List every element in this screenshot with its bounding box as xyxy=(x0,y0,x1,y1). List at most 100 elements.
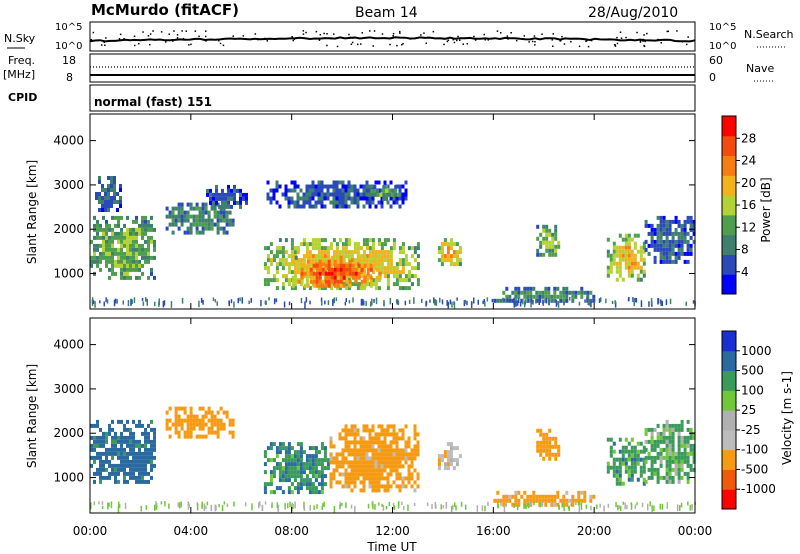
heatmap-cell xyxy=(389,484,393,489)
heatmap-cell xyxy=(636,457,640,462)
heatmap-cell xyxy=(296,246,300,251)
heatmap-cell xyxy=(320,486,324,491)
heatmap-cell xyxy=(347,484,351,489)
heatmap-cell xyxy=(554,444,558,449)
heatmap-cell xyxy=(541,501,544,506)
noise-point xyxy=(188,44,190,46)
heatmap-cell xyxy=(668,247,672,252)
heatmap-cell xyxy=(129,235,132,240)
heatmap-cell xyxy=(677,475,681,480)
heatmap-cell xyxy=(300,275,304,280)
heatmap-cell xyxy=(141,255,144,260)
noise-point xyxy=(620,37,623,39)
heatmap-cell xyxy=(383,476,387,481)
heatmap-cell xyxy=(266,258,270,263)
heatmap-cell xyxy=(105,231,108,236)
heatmap-cell xyxy=(113,192,116,196)
heatmap-cell xyxy=(371,184,375,189)
heatmap-cell xyxy=(335,188,339,193)
heatmap-cell xyxy=(647,467,651,472)
heatmap-cell xyxy=(639,277,643,282)
heatmap-cell xyxy=(421,298,423,303)
heatmap-cell xyxy=(514,494,518,499)
heatmap-cell xyxy=(296,454,300,459)
heatmap-cell xyxy=(386,238,390,243)
heatmap-cell xyxy=(123,243,126,248)
heatmap-cell xyxy=(308,454,312,459)
heatmap-cell xyxy=(547,290,551,295)
heatmap-cell xyxy=(147,219,150,224)
heatmap-cell xyxy=(117,505,120,513)
heatmap-cell xyxy=(114,479,117,484)
heatmap-cell xyxy=(123,435,126,440)
heatmap-cell xyxy=(153,227,156,232)
heatmap-cell xyxy=(353,282,357,287)
heatmap-cell xyxy=(305,478,309,483)
heatmap-cell xyxy=(365,196,369,201)
heatmap-cell xyxy=(395,468,399,473)
heatmap-patch xyxy=(291,255,382,288)
heatmap-cell xyxy=(359,452,363,457)
heatmap-cell xyxy=(326,466,330,471)
heatmap-cell xyxy=(293,262,297,267)
heatmap-cell xyxy=(359,192,363,197)
heatmap-cell xyxy=(239,188,242,193)
heatmap-cell xyxy=(287,196,291,201)
noise-right-tick-top: 10^5 xyxy=(709,22,736,33)
heatmap-cell xyxy=(293,246,297,251)
heatmap-cell xyxy=(668,259,672,264)
heatmap-cell xyxy=(314,254,318,259)
heatmap-cell xyxy=(656,247,660,252)
heatmap-cell xyxy=(222,422,226,427)
heatmap-cell xyxy=(269,446,273,451)
heatmap-cell xyxy=(314,450,318,455)
heatmap-cell xyxy=(218,192,221,197)
heatmap-cell xyxy=(336,283,340,288)
heatmap-cell xyxy=(345,267,349,272)
heatmap-cell xyxy=(680,463,684,468)
heatmap-cell xyxy=(263,486,267,491)
heatmap-cell xyxy=(523,502,525,510)
heatmap-cell xyxy=(359,468,363,473)
heatmap-cell xyxy=(263,246,267,251)
heatmap-cell xyxy=(233,200,236,205)
heatmap-cell xyxy=(548,452,552,457)
heatmap-cell xyxy=(218,196,221,201)
heatmap-cell xyxy=(539,501,542,508)
heatmap-cell xyxy=(147,423,150,428)
heatmap-cell xyxy=(416,444,420,449)
heatmap-cell xyxy=(215,196,218,201)
heatmap-cell xyxy=(371,448,375,453)
heatmap-cell xyxy=(526,297,528,302)
colorbar-tick-label: 1000 xyxy=(741,344,772,358)
heatmap-cell xyxy=(99,243,102,248)
heatmap-cell xyxy=(668,239,672,244)
heatmap-cell xyxy=(329,452,333,457)
heatmap-cell xyxy=(516,505,519,511)
heatmap-cell xyxy=(440,254,444,259)
heatmap-cell xyxy=(371,270,375,275)
heatmap-cell xyxy=(90,455,93,460)
heatmap-cell xyxy=(123,235,126,240)
heatmap-cell xyxy=(612,473,616,478)
heatmap-cell xyxy=(383,242,387,247)
heatmap-cell xyxy=(335,204,339,209)
heatmap-cell xyxy=(671,455,675,460)
heatmap-cell xyxy=(293,282,297,287)
heatmap-cell xyxy=(662,247,666,252)
heatmap-cell xyxy=(350,200,354,205)
heatmap-cell xyxy=(662,219,666,224)
heatmap-cell xyxy=(305,250,309,255)
heatmap-cell xyxy=(634,504,637,509)
heatmap-cell xyxy=(547,498,551,503)
heatmap-cell xyxy=(429,299,431,303)
heatmap-cell xyxy=(392,460,396,465)
heatmap-cell xyxy=(99,435,102,440)
heatmap-cell xyxy=(677,247,681,252)
heatmap-cell xyxy=(105,243,108,248)
heatmap-cell xyxy=(204,422,208,427)
heatmap-cell xyxy=(624,465,628,470)
noise-point xyxy=(194,38,196,40)
heatmap-cell xyxy=(132,231,135,236)
heatmap-cell xyxy=(680,231,684,236)
